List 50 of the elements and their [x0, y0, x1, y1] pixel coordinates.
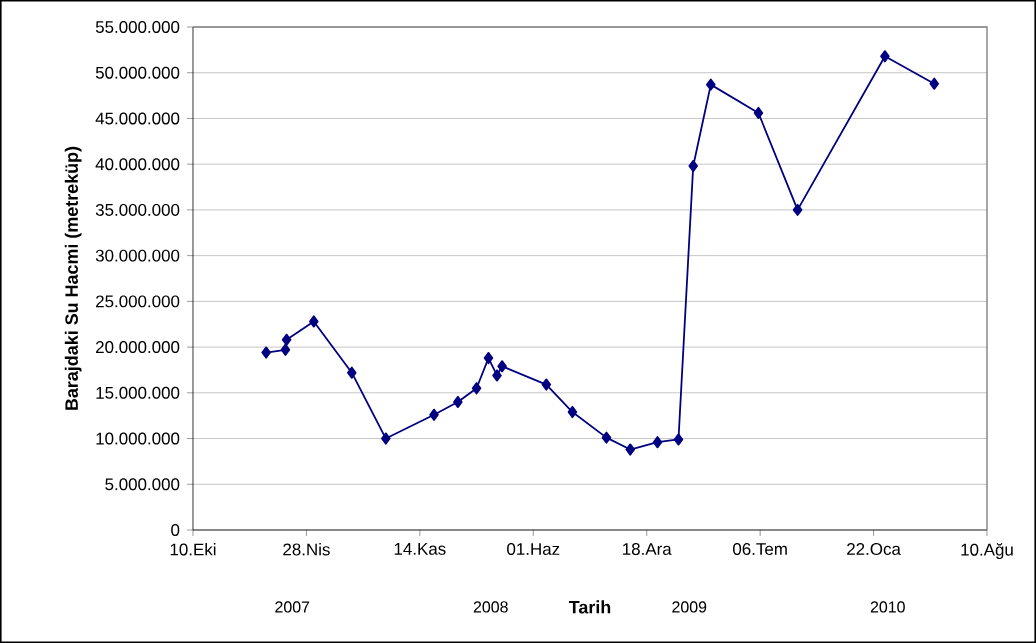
- text: 2008: [473, 601, 508, 613]
- point: [261, 346, 271, 359]
- point: [281, 333, 292, 346]
- point: [673, 433, 684, 446]
- point: [567, 405, 578, 419]
- point: [541, 378, 552, 391]
- point: [652, 436, 663, 449]
- point: [497, 360, 507, 373]
- x-tick-label: 01.Haz: [507, 543, 560, 556]
- point: [880, 50, 890, 63]
- point: [309, 315, 319, 328]
- point: [706, 78, 716, 91]
- y-tick-label: 15.000.000: [96, 386, 180, 399]
- y-tick-label: 35.000.000: [95, 203, 180, 216]
- point: [929, 77, 940, 90]
- point: [347, 366, 357, 379]
- y-tick-label: 10.000.000: [96, 432, 180, 445]
- y-tick-label: 50.000.000: [95, 66, 180, 79]
- y-tick-label: 5.000.000: [105, 478, 180, 491]
- x-axis-title: Tarih: [568, 600, 611, 614]
- x-tick-label: 18.Ara: [623, 543, 672, 556]
- y-tick-label: 25.000.000: [96, 295, 180, 308]
- y-axis-title: Barajdaki Su Hacmi (metreküp): [64, 146, 82, 410]
- y-tick-label: 40.000.000: [95, 158, 180, 171]
- x-tick-label: 22.Oca: [847, 543, 901, 556]
- x-tick-label: 14.Kas: [394, 543, 446, 555]
- point: [381, 432, 391, 445]
- point: [753, 106, 764, 120]
- y-tick-label: 0: [171, 524, 180, 536]
- y-tick-label: 30.000.000: [95, 249, 180, 262]
- point: [453, 395, 463, 409]
- point: [625, 443, 636, 456]
- y-tick-label: 55.000.000: [95, 21, 180, 33]
- text: 2007: [275, 601, 310, 613]
- x-tick-label: 28.Nis: [283, 543, 330, 556]
- point: [280, 343, 291, 356]
- point: [492, 369, 502, 382]
- point: [429, 408, 439, 421]
- point: [601, 431, 612, 444]
- x-tick-label: 06.Tem: [733, 543, 787, 556]
- point: [688, 159, 699, 173]
- y-tick-label: 20.000.000: [96, 341, 180, 354]
- point: [471, 382, 482, 395]
- text: 2009: [672, 601, 707, 613]
- x-tick-label: 10.Eki: [170, 543, 216, 556]
- point: [792, 203, 803, 216]
- y-tick-label: 45.000.000: [95, 112, 180, 125]
- point: [483, 351, 494, 365]
- x-tick-label: 10.Ağu: [961, 543, 1013, 560]
- text: 2010: [870, 601, 905, 613]
